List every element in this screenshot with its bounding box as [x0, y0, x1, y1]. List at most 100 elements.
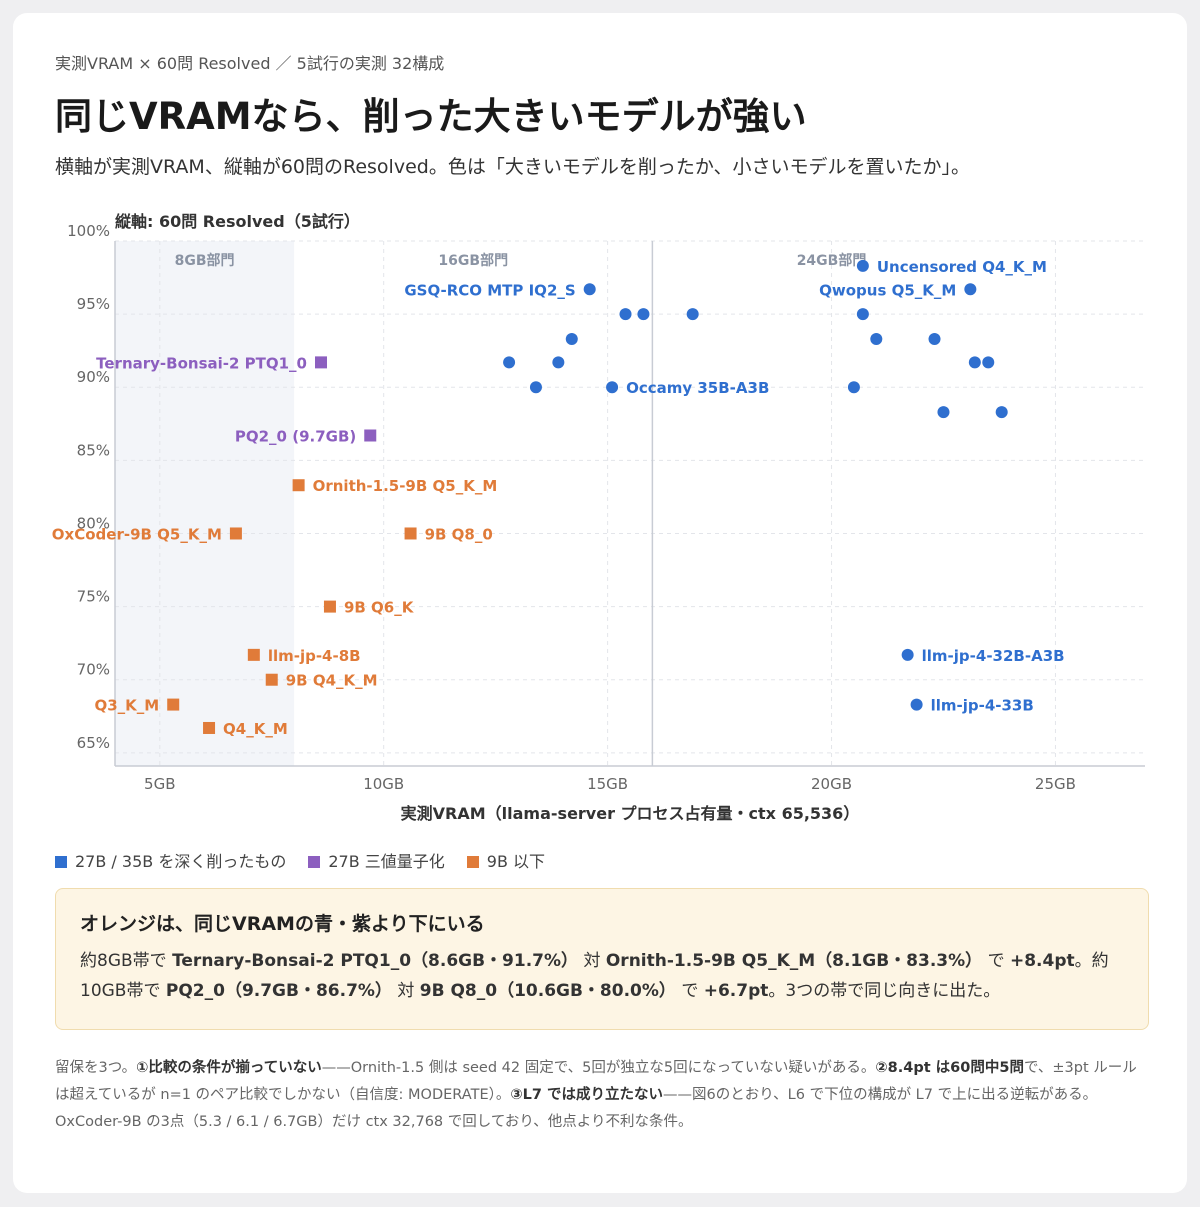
subtitle: 横軸が実測VRAM、縦軸が60問のResolved。色は「大きいモデルを削ったか…	[55, 156, 970, 178]
x-tick-label: 10GB	[363, 775, 404, 793]
text-run: 。3つの帯で同じ向きに出た。	[768, 981, 1001, 1001]
region-shade	[115, 241, 295, 766]
x-tick-label: 25GB	[1035, 775, 1076, 793]
point	[995, 406, 1008, 419]
x-tick-label: 15GB	[587, 775, 628, 793]
legend-label: 27B / 35B を深く削ったもの	[75, 852, 287, 871]
point	[292, 479, 305, 492]
point	[968, 356, 981, 369]
text-run: Ornith-1.5-9B Q5_K_M（8.1GB・83.3%）	[605, 951, 983, 971]
point-label: OxCoder-9B Q5_K_M	[52, 525, 222, 543]
point	[315, 356, 327, 369]
point	[552, 356, 565, 369]
legend-swatch	[466, 856, 479, 868]
text-run: 対	[391, 981, 420, 1001]
point	[565, 332, 578, 345]
point	[323, 600, 336, 613]
text-run: ①比較の条件が揃っていない	[136, 1060, 322, 1076]
point-label: 9B Q6_K	[344, 599, 415, 617]
y-tick-label: 80%	[77, 514, 110, 532]
y-tick-label: 75%	[77, 588, 110, 606]
y-tick-label: 85%	[77, 441, 110, 459]
x-tick-label: 5GB	[144, 775, 175, 793]
point	[167, 698, 180, 711]
point-label: PQ2_0 (9.7GB)	[235, 427, 356, 445]
y-tick-label: 70%	[77, 661, 110, 679]
text-run: で	[675, 981, 704, 1001]
callout-body: 約8GB帯で Ternary-Bonsai-2 PTQ1_0（8.6GB・91.…	[80, 946, 1128, 1006]
x-tick-label: 20GB	[811, 775, 852, 793]
point	[364, 429, 377, 442]
point	[847, 381, 860, 394]
point	[637, 308, 650, 321]
point	[247, 648, 260, 661]
legend-item: 27B / 35B を深く削ったもの	[55, 848, 286, 872]
point	[404, 527, 417, 540]
point	[265, 673, 278, 686]
text-run: 約8GB帯で	[80, 951, 173, 971]
point-label: 9B Q8_0	[425, 525, 493, 543]
text-run: ——Ornith-1.5 側は seed 42 固定で、5回が独立な5回になって…	[321, 1060, 876, 1076]
point	[686, 308, 699, 321]
x-axis-title: 実測VRAM（llama-server プロセス占有量・ctx 65,536）	[401, 804, 860, 823]
point	[901, 648, 914, 661]
point	[583, 283, 596, 296]
point	[937, 406, 950, 419]
text-run: 留保を3つ。	[55, 1060, 137, 1076]
note: OxCoder-9B の3点（5.3 / 6.1 / 6.7GB）だけ ctx …	[55, 1109, 1145, 1136]
text-run: 対	[578, 951, 606, 971]
point	[856, 259, 869, 272]
point-label: 9B Q4_K_M	[286, 672, 378, 690]
callout: オレンジは、同じVRAMの青・紫より下にいる 約8GB帯で Ternary-Bo…	[55, 888, 1149, 1030]
point	[619, 308, 632, 321]
legend-item: 27B 三値量子化	[308, 848, 445, 872]
point	[529, 381, 542, 394]
point	[964, 283, 977, 296]
callout-title: オレンジは、同じVRAMの青・紫より下にいる	[80, 913, 485, 935]
point	[982, 356, 995, 369]
point-label: Uncensored Q4_K_M	[877, 258, 1047, 276]
legend-label: 9B 以下	[486, 852, 546, 871]
point-label: llm-jp-4-33B	[931, 697, 1034, 715]
chart: 8GB部門 16GB部門 24GB部門65%70%75%80%85%90%95%10…	[52, 212, 1145, 823]
text-run: 9B Q8_0（10.6GB・80.0%）	[419, 981, 676, 1001]
legend-swatch	[55, 856, 67, 868]
point-label: Q4_K_M	[223, 720, 288, 738]
point-label: GSQ-RCO MTP IQ2_S	[404, 281, 575, 299]
point	[856, 308, 869, 321]
region-label: 16GB部門	[438, 252, 508, 269]
legend-item: 9B 以下	[466, 848, 546, 872]
point	[928, 332, 941, 345]
point-label: llm-jp-4-32B-A3B	[922, 647, 1065, 665]
point	[229, 527, 242, 540]
text-run: +8.4pt	[1009, 951, 1075, 971]
y-tick-label: 65%	[77, 734, 110, 752]
point-label: Qwopus Q5_K_M	[819, 281, 956, 299]
text-run: 。約10GB帯で	[80, 951, 1109, 1001]
text-run: ——図6のとおり、L6 で下位の構成が L7 で上に出る逆転がある。	[663, 1087, 1098, 1103]
legend-label: 27B 三値量子化	[328, 852, 445, 871]
eyebrow: 実測VRAM × 60問 Resolved ／ 5試行の実測 32構成	[55, 54, 445, 73]
text-run: +6.7pt	[703, 981, 769, 1001]
text-run: ②8.4pt は60問中5問	[875, 1060, 1024, 1076]
text-run: で、±3pt ルールは超えているが n=1 のペア比較でしかない（自信度: MO…	[55, 1060, 1137, 1103]
y-axis-title: 縦軸: 60問 Resolved（5試行）	[115, 212, 360, 231]
legend: 27B / 35B を深く削ったもの 27B 三値量子化 9B 以下	[55, 848, 545, 872]
point	[203, 721, 216, 734]
y-tick-label: 100%	[67, 222, 110, 240]
region-label: 8GB部門	[175, 252, 235, 269]
point-label: Ornith-1.5-9B Q5_K_M	[313, 477, 498, 495]
notes: 留保を3つ。①比較の条件が揃っていない——Ornith-1.5 側は seed …	[55, 1055, 1145, 1136]
point-label: Ternary-Bonsai-2 PTQ1_0	[96, 354, 307, 372]
y-tick-label: 90%	[77, 368, 110, 386]
point	[606, 381, 619, 394]
text-run: OxCoder-9B の3点（5.3 / 6.1 / 6.7GB）だけ ctx …	[55, 1114, 693, 1130]
point	[870, 332, 883, 345]
point	[910, 698, 923, 711]
text-run: で	[982, 951, 1010, 971]
text-run: ③L7 では成り立たない	[510, 1087, 664, 1103]
point-label: Occamy 35B-A3B	[626, 379, 769, 397]
note: 留保を3つ。①比較の条件が揃っていない——Ornith-1.5 側は seed …	[55, 1055, 1145, 1109]
y-tick-label: 95%	[77, 295, 110, 313]
